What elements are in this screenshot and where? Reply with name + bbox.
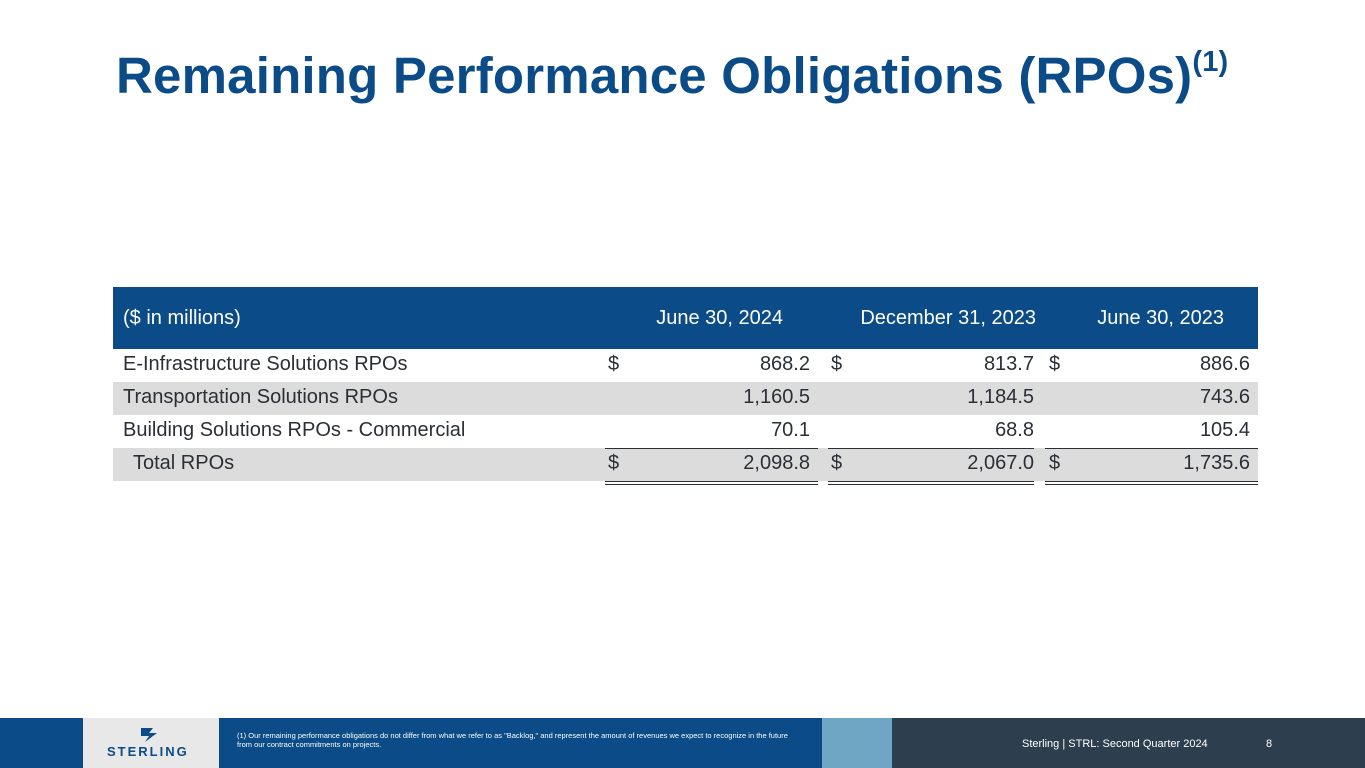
subtotal-rule xyxy=(605,448,818,449)
subtotal-rule xyxy=(828,448,1034,449)
footnote-text: (1) Our remaining performance obligation… xyxy=(237,731,788,749)
value-dec-2023: 1,184.5 xyxy=(967,386,1034,408)
table-row: Building Solutions RPOs - Commercial 70.… xyxy=(113,415,1258,448)
value-june-2023: 1,735.6 xyxy=(1183,452,1250,474)
header-units: ($ in millions) xyxy=(123,307,241,329)
slide-title: Remaining Performance Obligations (RPOs)… xyxy=(116,46,1228,105)
total-double-rule xyxy=(828,481,1034,485)
table-header: ($ in millions) June 30, 2024 December 3… xyxy=(113,287,1258,349)
value-june-2024: 1,160.5 xyxy=(743,386,810,408)
rpo-table: ($ in millions) June 30, 2024 December 3… xyxy=(113,287,1258,485)
value-june-2023: 105.4 xyxy=(1199,419,1250,441)
footer-info-panel: Sterling | STRL: Second Quarter 2024 8 xyxy=(892,718,1365,768)
row-label: Building Solutions RPOs - Commercial xyxy=(123,419,466,441)
total-double-rule xyxy=(605,481,818,485)
company-logo: STERLING xyxy=(83,718,219,768)
value-june-2024: 2,098.8 xyxy=(743,452,810,474)
header-june-2023: June 30, 2023 xyxy=(1097,307,1224,329)
row-label: E-Infrastructure Solutions RPOs xyxy=(123,353,408,375)
table-row-total: Total RPOs $ 2,098.8 $ 2,067.0 $ 1,735.6 xyxy=(113,448,1258,481)
value-dec-2023: 2,067.0 xyxy=(967,452,1034,474)
footer-accent-light xyxy=(822,718,892,768)
footer-note-panel: (1) Our remaining performance obligation… xyxy=(219,718,822,768)
footer-bar: STERLING (1) Our remaining performance o… xyxy=(0,718,1365,768)
value-june-2024: 868.2 xyxy=(759,353,810,375)
title-footnote-marker: (1) xyxy=(1192,46,1229,78)
currency-symbol: $ xyxy=(831,452,843,474)
currency-symbol: $ xyxy=(831,353,843,375)
logo-wordmark: STERLING xyxy=(107,744,189,759)
table-row: Transportation Solutions RPOs 1,160.5 1,… xyxy=(113,382,1258,415)
value-june-2023: 886.6 xyxy=(1199,353,1250,375)
header-june-2024: June 30, 2024 xyxy=(656,307,783,329)
subtotal-rule xyxy=(1045,448,1258,449)
value-dec-2023: 68.8 xyxy=(995,419,1034,441)
value-june-2024: 70.1 xyxy=(771,419,810,441)
currency-symbol: $ xyxy=(608,452,620,474)
row-label: Transportation Solutions RPOs xyxy=(123,386,398,408)
value-dec-2023: 813.7 xyxy=(983,353,1034,375)
currency-symbol: $ xyxy=(1049,452,1061,474)
company-period-label: Sterling | STRL: Second Quarter 2024 xyxy=(1022,738,1208,750)
value-june-2023: 743.6 xyxy=(1199,386,1250,408)
total-double-rule xyxy=(1045,481,1258,485)
currency-symbol: $ xyxy=(608,353,620,375)
title-text: Remaining Performance Obligations (RPOs) xyxy=(116,47,1193,104)
footer-accent-left xyxy=(0,718,83,768)
table-row: E-Infrastructure Solutions RPOs $ 868.2 … xyxy=(113,349,1258,382)
header-dec-2023: December 31, 2023 xyxy=(860,307,1036,329)
currency-symbol: $ xyxy=(1049,353,1061,375)
row-label: Total RPOs xyxy=(133,452,235,474)
page-number: 8 xyxy=(1266,738,1273,750)
sterling-mark-icon xyxy=(141,728,157,742)
